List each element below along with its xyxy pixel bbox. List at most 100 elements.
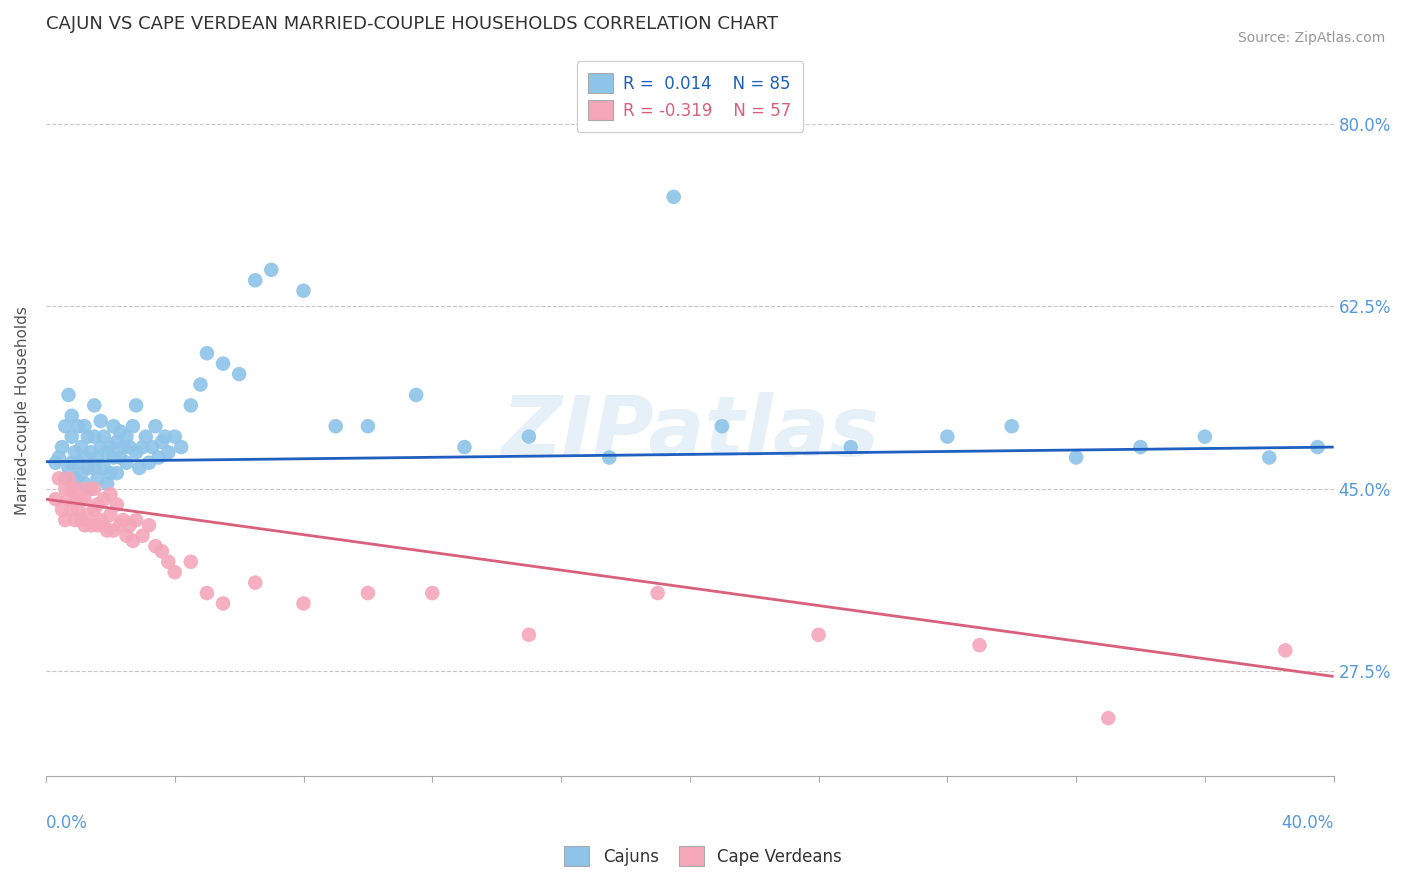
Point [103, 419, 125, 434]
Point [125, 398, 148, 412]
Point [60, 502, 83, 516]
Point [598, 450, 620, 465]
Point [98, 487, 121, 501]
Point [86, 518, 108, 533]
Text: CAJUN VS CAPE VERDEAN MARRIED-COUPLE HOUSEHOLDS CORRELATION CHART: CAJUN VS CAPE VERDEAN MARRIED-COUPLE HOU… [46, 15, 778, 33]
Point [245, 575, 267, 590]
Point [96, 445, 118, 459]
Point [245, 273, 267, 287]
Point [76, 461, 98, 475]
Point [73, 518, 96, 533]
Point [115, 529, 138, 543]
Point [73, 419, 96, 434]
Point [98, 440, 121, 454]
Point [67, 482, 90, 496]
Point [153, 430, 176, 444]
Point [453, 440, 475, 454]
Point [839, 440, 862, 454]
Point [195, 586, 218, 600]
Point [1274, 643, 1296, 657]
Point [108, 425, 131, 439]
Point [122, 419, 145, 434]
Point [212, 597, 235, 611]
Legend: R =  0.014    N = 85, R = -0.319    N = 57: R = 0.014 N = 85, R = -0.319 N = 57 [576, 62, 803, 132]
Point [180, 555, 202, 569]
Point [138, 518, 160, 533]
Point [118, 518, 141, 533]
Point [1097, 711, 1119, 725]
Point [53, 482, 76, 496]
Point [105, 498, 128, 512]
Point [73, 450, 96, 465]
Point [131, 529, 153, 543]
Point [63, 445, 86, 459]
Point [105, 466, 128, 480]
Point [76, 508, 98, 522]
Point [86, 450, 108, 465]
Point [190, 377, 212, 392]
Point [76, 482, 98, 496]
Point [145, 539, 167, 553]
Point [103, 450, 125, 465]
Point [517, 430, 540, 444]
Point [86, 471, 108, 485]
Point [93, 430, 115, 444]
Point [70, 440, 93, 454]
Point [83, 502, 105, 516]
Point [60, 430, 83, 444]
Point [969, 638, 991, 652]
Point [325, 419, 347, 434]
Point [108, 518, 131, 533]
Point [138, 456, 160, 470]
Point [58, 461, 80, 475]
Point [112, 440, 135, 454]
Point [67, 456, 90, 470]
Point [662, 190, 685, 204]
Point [86, 498, 108, 512]
Point [131, 440, 153, 454]
Point [96, 524, 118, 538]
Point [83, 482, 105, 496]
Point [73, 476, 96, 491]
Point [58, 388, 80, 402]
Text: 0.0%: 0.0% [46, 814, 87, 832]
Point [45, 456, 67, 470]
Point [212, 357, 235, 371]
Point [105, 434, 128, 449]
Point [80, 482, 103, 496]
Point [135, 430, 157, 444]
Point [60, 456, 83, 470]
Point [357, 419, 380, 434]
Text: Source: ZipAtlas.com: Source: ZipAtlas.com [1237, 31, 1385, 45]
Point [1258, 450, 1281, 465]
Point [170, 440, 193, 454]
Point [80, 518, 103, 533]
Point [58, 492, 80, 507]
Point [63, 471, 86, 485]
Point [96, 476, 118, 491]
Point [260, 263, 283, 277]
Point [150, 544, 173, 558]
Legend: Cajuns, Cape Verdeans: Cajuns, Cape Verdeans [555, 838, 851, 875]
Point [53, 513, 76, 527]
Point [73, 492, 96, 507]
Point [63, 513, 86, 527]
Point [70, 492, 93, 507]
Point [807, 628, 830, 642]
Point [936, 430, 959, 444]
Point [157, 445, 180, 459]
Point [70, 513, 93, 527]
Point [125, 445, 148, 459]
Point [405, 388, 427, 402]
Point [517, 628, 540, 642]
Point [67, 419, 90, 434]
Point [93, 492, 115, 507]
Point [98, 466, 121, 480]
Point [45, 492, 67, 507]
Point [93, 461, 115, 475]
Point [67, 502, 90, 516]
Point [1194, 430, 1216, 444]
Point [76, 430, 98, 444]
Point [125, 513, 148, 527]
Point [63, 492, 86, 507]
